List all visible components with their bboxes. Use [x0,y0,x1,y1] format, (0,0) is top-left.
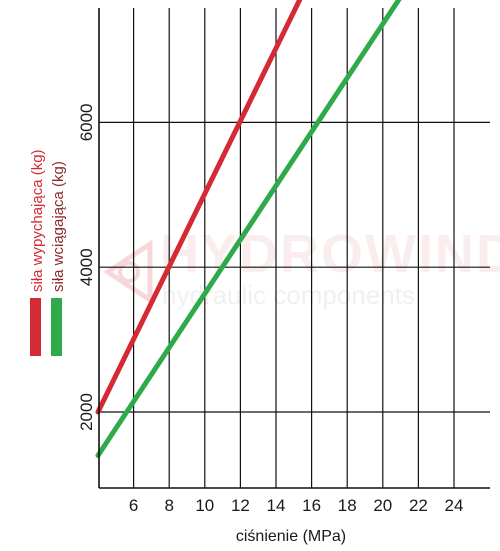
legend: siła wypychająca (kg) siła wciągająca (k… [29,149,67,356]
legend-label-pull: siła wciągająca (kg) [50,161,67,292]
x-tick-label: 18 [338,496,357,515]
series-line-pull [95,0,402,458]
series-line-push [95,0,303,415]
x-axis-title: ciśnienie (MPa) [236,528,346,545]
x-tick-label: 8 [164,496,173,515]
x-tick-label: 10 [195,496,214,515]
y-tick-label: 2000 [77,393,96,431]
x-tick-label: 24 [445,496,464,515]
x-tick-label: 16 [302,496,321,515]
watermark-brand: HYDROWINDER [160,224,500,284]
x-tick-label: 12 [231,496,250,515]
y-tick-label: 6000 [77,103,96,141]
x-tick-labels: 6 8 10 12 14 16 18 20 22 24 [129,496,464,515]
legend-swatch-pull [51,298,62,356]
x-tick-label: 22 [409,496,428,515]
grid [99,8,490,488]
y-tick-labels: 20004000600080001000012000 [77,103,96,431]
x-tick-label: 6 [129,496,138,515]
legend-label-push: siła wypychająca (kg) [29,149,46,292]
legend-swatch-push [30,298,41,356]
x-tick-label: 14 [267,496,286,515]
x-tick-label: 20 [373,496,392,515]
series-lines [95,0,402,458]
y-tick-label: 4000 [77,248,96,286]
watermark-logo-icon [103,239,153,305]
axes-frame [98,8,490,489]
